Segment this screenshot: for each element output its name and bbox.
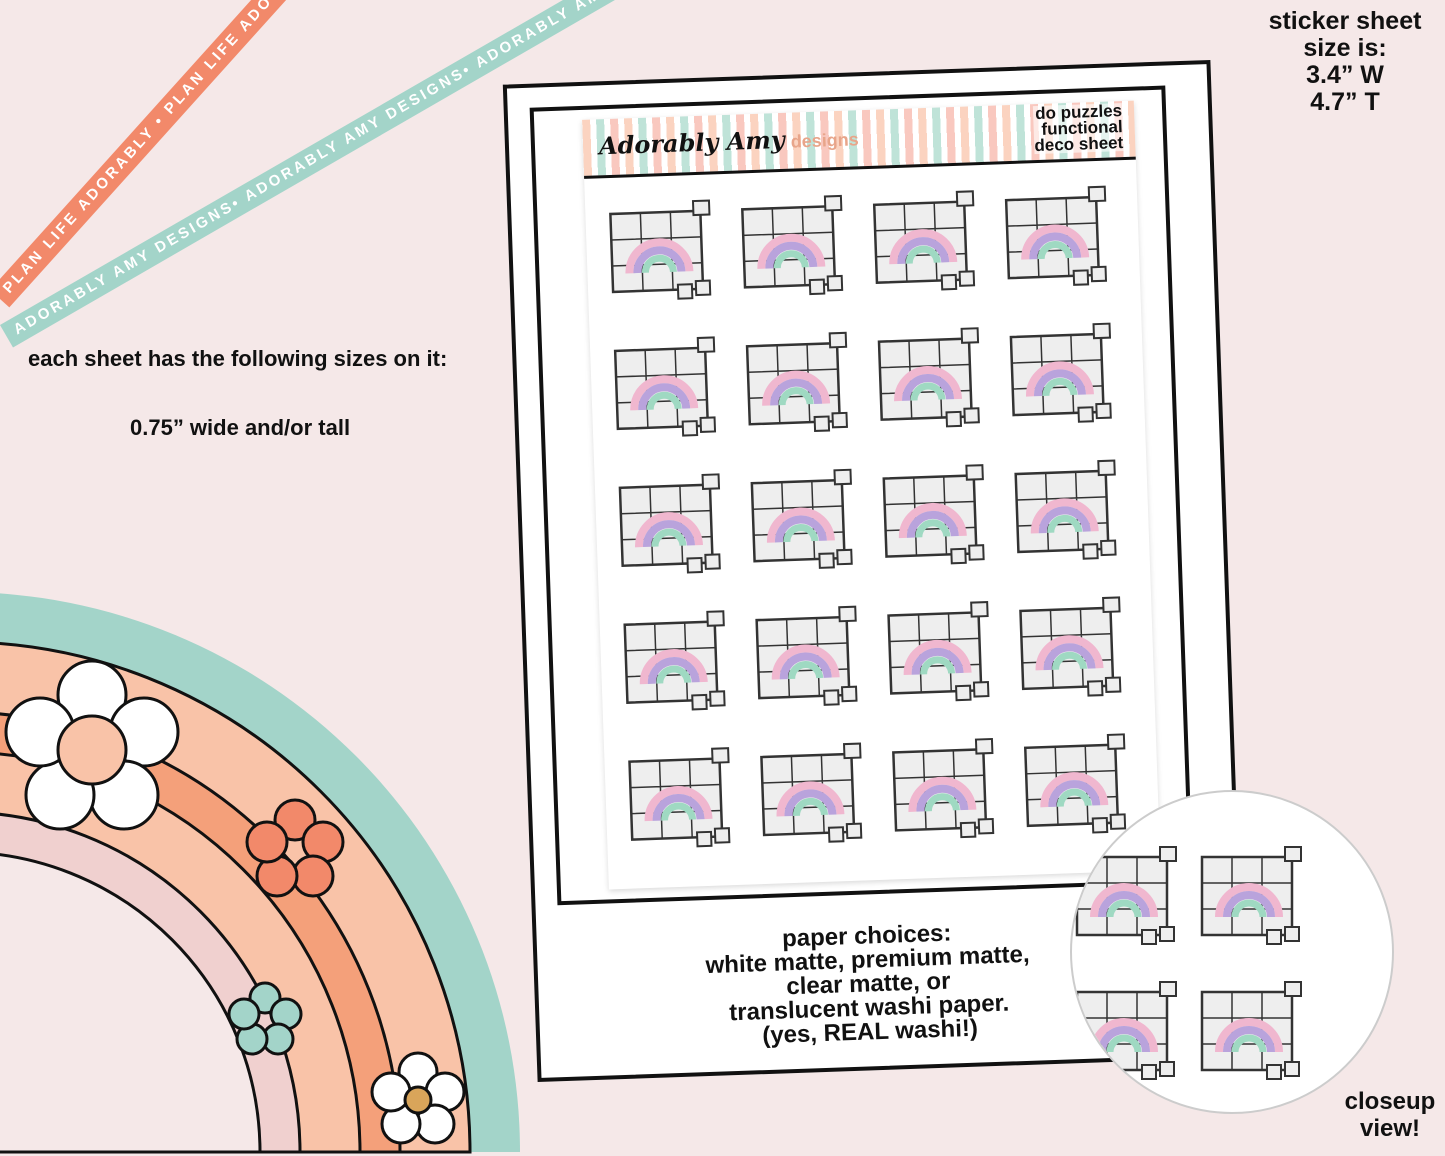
sticker — [614, 468, 751, 610]
sticker — [756, 738, 893, 880]
sticker — [624, 742, 761, 884]
daisy-icon — [370, 1051, 466, 1145]
flower-icon — [245, 798, 345, 898]
rainbow-decoration — [0, 593, 520, 1154]
ribbon-plan-life-adorably: PLAN LIFE ADORABLY • PLAN LIFE ADORABLY … — [0, 0, 481, 308]
sticker — [869, 185, 1006, 327]
paper-choices: paper choices: white matte, premium matte… — [705, 919, 1030, 1050]
rainbow-puzzle-icon — [609, 199, 712, 300]
sticker — [1001, 181, 1138, 323]
rainbow-puzzle-icon — [755, 605, 858, 706]
sheet-paper: Adorably Amy designs do puzzles functional… — [582, 100, 1161, 890]
rainbow-puzzle-icon — [623, 610, 726, 711]
rainbow-puzzle-icon — [745, 331, 848, 433]
rainbow-puzzle-icon — [750, 468, 853, 569]
rainbow-puzzle-icon — [1200, 846, 1302, 945]
rainbow-puzzle-icon — [741, 194, 844, 296]
rainbow-puzzle-icon — [1014, 459, 1117, 560]
rainbow-puzzle-icon — [613, 336, 717, 437]
rainbow-puzzle-icon — [872, 190, 976, 291]
sticker-sheet-mockup: Adorably Amy designs do puzzles functional… — [502, 59, 1246, 1083]
sticker — [619, 605, 756, 747]
rainbow-puzzle-icon — [1075, 981, 1177, 1080]
brand-logo: Adorably Amy designs — [598, 124, 860, 161]
rainbow-puzzle-icon — [1009, 322, 1112, 423]
flower-icon — [227, 981, 303, 1056]
closeup-view — [1070, 790, 1394, 1114]
sticker — [1020, 728, 1157, 870]
rainbow-puzzle-icon — [1023, 733, 1127, 834]
closeup-label: closeup view! — [1344, 1088, 1436, 1142]
size-info-width: 3.4” W — [1306, 61, 1384, 89]
rainbow-puzzle-icon — [760, 742, 863, 843]
sticker — [746, 464, 883, 606]
smiley-flower-icon — [4, 659, 180, 831]
sticker — [873, 322, 1010, 464]
rainbow-puzzle-icon — [892, 737, 995, 839]
rainbow-puzzle-icon — [618, 473, 721, 574]
sticker — [610, 331, 747, 473]
rainbow-puzzle-icon — [628, 747, 731, 848]
size-value: 0.75” wide and/or tall — [130, 415, 351, 440]
sticker — [605, 195, 742, 337]
size-info-line: size is: — [1303, 34, 1387, 62]
closeup-sticker — [1197, 977, 1307, 1087]
rainbow-puzzle-icon — [1200, 981, 1302, 1080]
size-info: sticker sheet size is: 3.4” W 4.7” T — [1255, 8, 1435, 116]
rainbow-puzzle-icon — [1075, 846, 1177, 945]
rainbow-puzzle-icon — [1004, 185, 1108, 286]
sticker — [878, 459, 1015, 601]
sticker-grid — [605, 181, 1157, 884]
closeup-sticker — [1072, 842, 1182, 952]
sticker — [1015, 591, 1152, 733]
sheet-title: do puzzles functional deco sheet — [1033, 101, 1124, 156]
sticker — [888, 733, 1025, 875]
rainbow-puzzle-icon — [877, 327, 980, 428]
sticker — [737, 190, 874, 332]
size-info-line: sticker sheet — [1268, 7, 1422, 35]
sticker — [751, 601, 888, 743]
rainbow-puzzle-icon — [882, 464, 985, 565]
rainbow-puzzle-icon — [1019, 596, 1122, 697]
rainbow-puzzle-icon — [887, 601, 990, 702]
sticker — [1005, 318, 1142, 460]
sizes-heading: each sheet has the following sizes on it… — [28, 346, 448, 371]
sheet-header: Adorably Amy designs do puzzles functional… — [582, 100, 1136, 179]
sticker-sheet: Adorably Amy designs do puzzles functional… — [529, 85, 1194, 906]
sticker — [742, 327, 879, 469]
sticker — [883, 596, 1020, 738]
sticker — [1010, 455, 1147, 597]
closeup-sticker — [1072, 977, 1182, 1087]
size-info-height: 4.7” T — [1310, 88, 1380, 116]
closeup-sticker — [1197, 842, 1307, 952]
